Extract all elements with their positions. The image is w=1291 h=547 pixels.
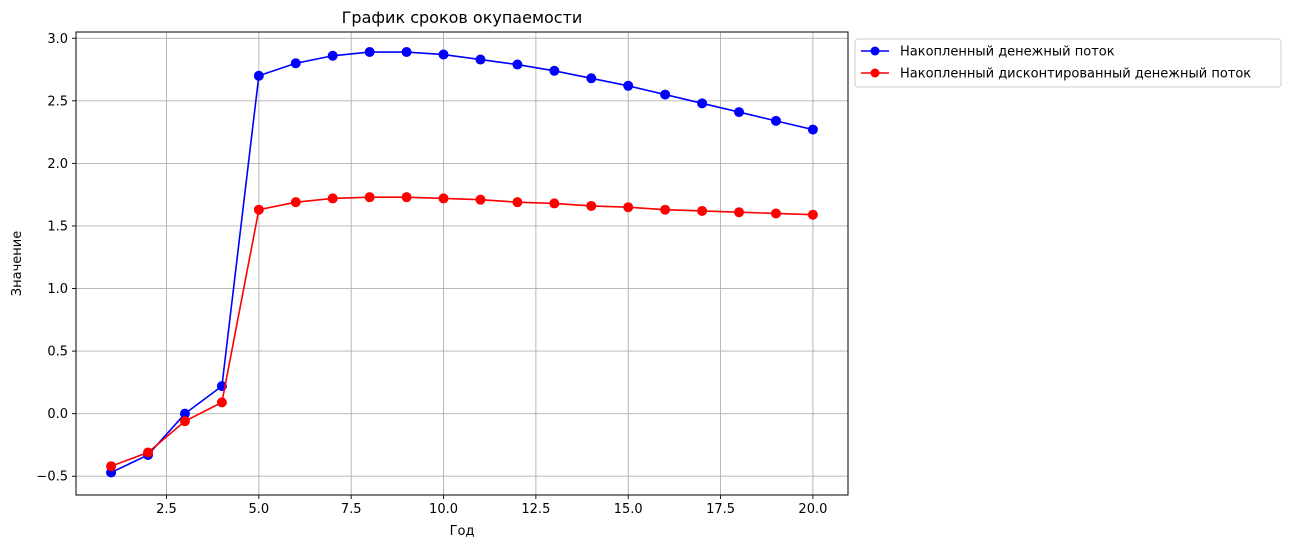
plot-frame [75, 31, 849, 496]
y-tick-label: 0.0 [47, 407, 68, 422]
data-point [327, 50, 338, 61]
data-point [512, 59, 523, 70]
data-point [290, 197, 301, 208]
data-point [549, 65, 560, 76]
y-tick-label: 3.0 [47, 32, 68, 47]
x-tick-label: 12.5 [521, 502, 550, 517]
data-point [734, 107, 745, 118]
data-point [807, 124, 818, 135]
legend-marker [870, 68, 880, 78]
x-tick-label: 5.0 [248, 502, 269, 517]
y-tick-label: 1.0 [47, 282, 68, 297]
data-point [143, 447, 154, 458]
data-point [327, 193, 338, 204]
series-layer [106, 47, 818, 478]
chart-title: График сроков окупаемости [342, 8, 583, 27]
data-point [660, 89, 671, 100]
grid [76, 32, 848, 495]
data-point [770, 208, 781, 219]
legend-label: Накопленный денежный поток [900, 45, 1115, 60]
data-point [179, 416, 190, 427]
data-point [290, 58, 301, 69]
x-tick-label: 2.5 [156, 502, 177, 517]
data-point [216, 397, 227, 408]
x-tick-label: 17.5 [706, 502, 735, 517]
data-point [364, 47, 375, 58]
data-point [438, 193, 449, 204]
y-tick-label: 1.5 [47, 219, 68, 234]
series-1 [106, 192, 818, 472]
x-tick-label: 10.0 [429, 502, 458, 517]
data-point [475, 194, 486, 205]
data-point [438, 49, 449, 60]
x-tick-label: 15.0 [614, 502, 643, 517]
data-point [734, 207, 745, 218]
data-point [475, 54, 486, 65]
data-point [623, 202, 634, 213]
legend-marker [870, 46, 880, 56]
data-point [253, 204, 264, 215]
series-line [110, 196, 813, 467]
data-point [253, 70, 264, 81]
data-point [697, 98, 708, 109]
y-tick-label: 2.0 [47, 157, 68, 172]
data-point [770, 115, 781, 126]
data-point [807, 209, 818, 220]
data-point [401, 192, 412, 203]
data-point [586, 73, 597, 84]
legend: Накопленный денежный поток Накопленный ди… [854, 38, 1282, 88]
x-tick-label: 20.0 [798, 502, 827, 517]
x-axis-label: Год [450, 524, 475, 539]
ticks: 2.5 5.0 7.5 10.0 12.5 15.0 17.5 20.0 −0.5 0.0 0.5 1… [36, 32, 827, 517]
x-tick-label: 7.5 [341, 502, 362, 517]
data-point [549, 198, 560, 209]
data-point [697, 205, 708, 216]
y-tick-label: 0.5 [47, 345, 68, 360]
data-point [401, 47, 412, 58]
series-line [110, 51, 814, 474]
legend-box [854, 38, 1282, 88]
y-tick-label: 2.5 [47, 94, 68, 109]
y-axis-label: Значение [10, 231, 25, 296]
legend-label: Накопленный дисконтированный денежный по… [900, 67, 1251, 82]
series-0 [106, 47, 818, 478]
y-tick-label: −0.5 [36, 470, 68, 485]
data-point [660, 204, 671, 215]
data-point [512, 197, 523, 208]
data-point [106, 461, 117, 472]
data-point [623, 80, 634, 91]
data-point [586, 200, 597, 211]
data-point [364, 192, 375, 203]
